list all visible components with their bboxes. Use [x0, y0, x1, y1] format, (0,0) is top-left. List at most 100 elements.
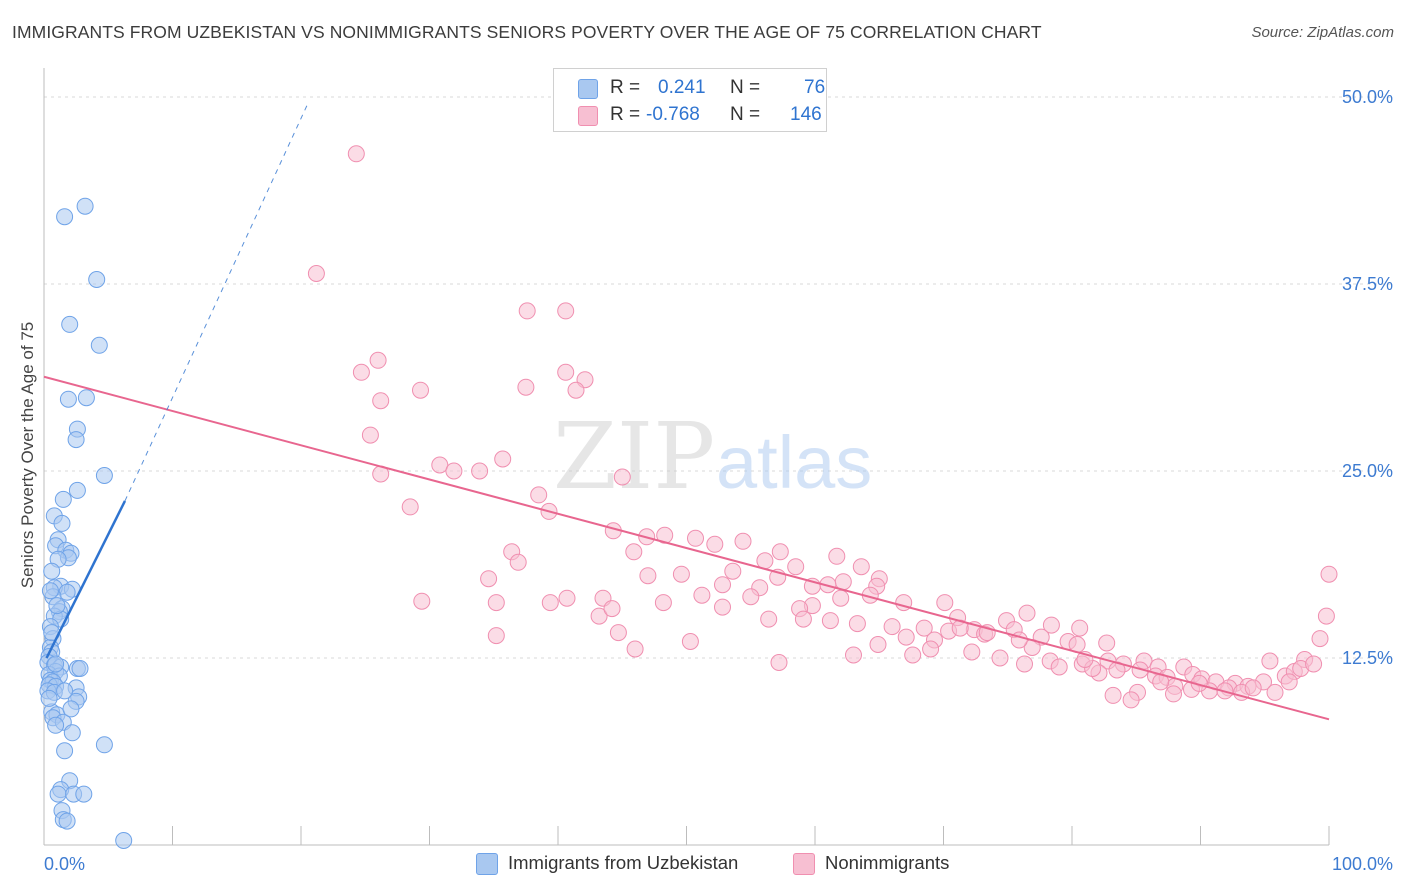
nonimmigrant-point	[832, 589, 850, 607]
nonimmigrant-point	[558, 589, 576, 607]
uzbekistan-point	[76, 197, 94, 215]
nonimmigrant-point	[541, 594, 559, 612]
uzbekistan-point	[48, 597, 66, 615]
legend-r-value: 0.241	[658, 77, 706, 98]
nonimmigrant-point	[845, 646, 862, 664]
nonimmigrant-point	[681, 633, 699, 650]
uzbekistan-point	[62, 700, 80, 718]
gridlines	[44, 96, 1392, 659]
legend-swatch-blue	[578, 79, 598, 99]
nonimmigrant-point	[412, 381, 429, 399]
uzbekistan-point	[59, 390, 77, 408]
nonimmigrant-point	[714, 598, 731, 616]
nonimmigrant-point	[787, 558, 805, 576]
y-tick-label: 37.5%	[1342, 274, 1393, 294]
nonimmigrant-point	[557, 363, 575, 381]
legend-n-value: 146	[790, 104, 822, 125]
uzbekistan-point	[58, 583, 76, 601]
uzbekistan-point	[95, 736, 113, 754]
nonimmigrant-point	[413, 592, 431, 610]
nonimmigrant-point	[509, 553, 527, 571]
nonimmigrant-point	[445, 462, 463, 480]
uzbekistan-trend-extension	[124, 104, 308, 502]
nonimmigrant-point	[1320, 565, 1338, 583]
nonimmigrant-point	[904, 646, 922, 664]
nonimmigrant-point	[1317, 607, 1335, 625]
nonimmigrant-point	[613, 468, 631, 486]
uzbekistan-point	[90, 336, 108, 354]
nonimmigrant-point	[869, 636, 887, 653]
nonimmigrant-point	[963, 643, 981, 661]
watermark-zip: ZIP	[553, 403, 715, 510]
legend-r-value: -0.768	[646, 104, 700, 125]
uzbekistan-point	[68, 481, 86, 499]
nonimmigrant-point	[307, 265, 325, 282]
nonimmigrant-point	[760, 610, 778, 628]
nonimmigrant-point	[771, 543, 789, 561]
uzbekistan-point	[43, 562, 61, 580]
nonimmigrant-point	[693, 586, 711, 604]
nonimmigrant-point	[480, 570, 498, 588]
nonimmigrant-point	[1098, 634, 1116, 652]
nonimmigrant-point	[672, 565, 690, 583]
nonimmigrant-point	[1016, 655, 1033, 673]
bottom-legend-label: Nonimmigrants	[825, 852, 950, 873]
uzbekistan-point	[40, 689, 58, 707]
nonimmigrant-point	[609, 624, 627, 642]
nonimmigrant-point	[883, 618, 901, 636]
bottom-legend-swatch-blue	[476, 853, 498, 875]
uzbekistan-point	[95, 467, 113, 484]
uzbekistan-point	[115, 832, 133, 849]
source-label: Source: ZipAtlas.com	[1251, 24, 1394, 41]
nonimmigrant-point	[756, 552, 774, 570]
nonimmigrant-point	[1071, 619, 1089, 637]
uzbekistan-point	[71, 660, 89, 677]
bottom-legend-swatch-pink	[793, 853, 815, 875]
nonimmigrant-point	[936, 594, 954, 612]
nonimmigrant-point	[821, 612, 839, 630]
nonimmigrant-point	[742, 588, 760, 606]
uzbekistan-point	[67, 431, 85, 449]
nonimmigrant-point	[794, 610, 812, 628]
uzbekistan-points	[39, 197, 133, 849]
nonimmigrant-point	[1122, 691, 1140, 709]
nonimmigrant-point	[487, 594, 505, 612]
uzbekistan-point	[75, 785, 93, 803]
nonimmigrant-point	[834, 573, 852, 591]
x-tick-labels: 0.0% 100.0%	[44, 854, 1393, 874]
correlation-legend: R = 0.241 N = 76 R = -0.768 N = 146	[553, 68, 827, 132]
watermark: ZIP atlas	[553, 403, 872, 510]
nonimmigrants-points	[307, 145, 1338, 709]
nonimmigrant-point	[848, 615, 866, 633]
nonimmigrant-point	[991, 649, 1009, 667]
y-tick-labels: 12.5% 25.0% 37.5% 50.0%	[1342, 87, 1393, 668]
nonimmigrant-point	[654, 594, 672, 612]
legend-r-label: R =	[610, 104, 641, 125]
nonimmigrant-point	[1050, 658, 1068, 676]
nonimmigrant-point	[361, 426, 379, 444]
nonimmigrant-point	[897, 628, 915, 646]
nonimmigrant-point	[1305, 655, 1323, 673]
nonimmigrant-point	[915, 619, 933, 637]
uzbekistan-point	[56, 742, 74, 760]
nonimmigrant-point	[1018, 604, 1036, 622]
legend-swatch-pink	[578, 106, 598, 126]
nonimmigrant-point	[1261, 652, 1279, 670]
nonimmigrant-point	[352, 363, 370, 381]
nonimmigrant-point	[369, 351, 387, 369]
nonimmigrant-point	[1266, 683, 1284, 701]
nonimmigrant-point	[401, 498, 419, 516]
nonimmigrant-point	[626, 640, 644, 658]
uzbekistan-point	[47, 716, 65, 734]
uzbekistan-trend-line	[45, 500, 127, 659]
nonimmigrant-point	[1311, 630, 1329, 648]
uzbekistan-point	[47, 655, 65, 673]
nonimmigrant-point	[656, 526, 674, 544]
uzbekistan-point	[88, 271, 106, 288]
nonimmigrant-point	[530, 486, 548, 504]
nonimmigrant-point	[517, 378, 535, 396]
nonimmigrant-point	[852, 558, 870, 576]
bottom-legend-label: Immigrants from Uzbekistan	[508, 852, 739, 873]
nonimmigrant-point	[1165, 685, 1182, 703]
